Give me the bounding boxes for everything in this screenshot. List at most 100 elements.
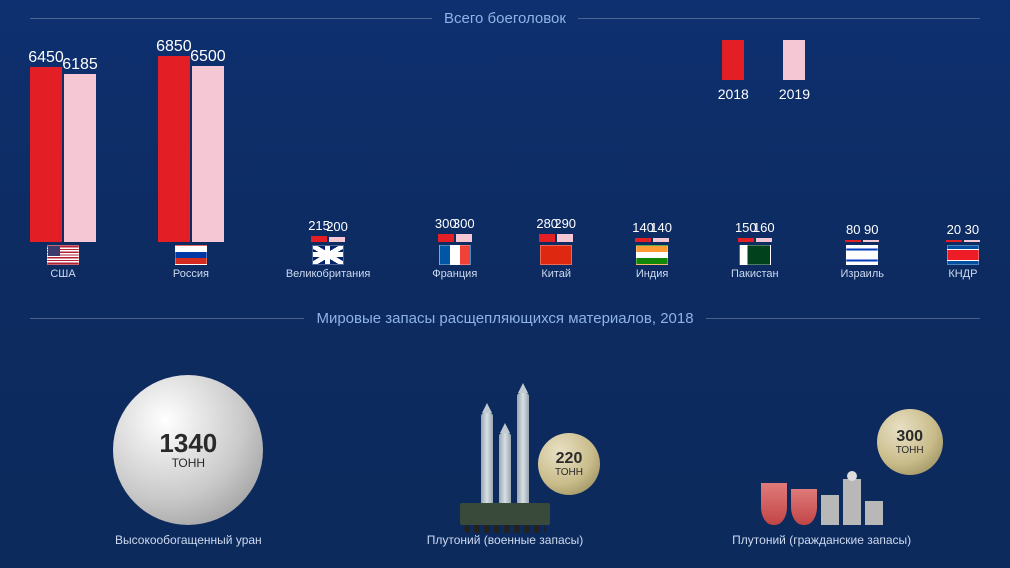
material-label: Высокообогащенный уран (115, 533, 262, 547)
cooling-tower-icon (761, 483, 787, 525)
missile-icon (499, 433, 511, 503)
country-cn: 280290Китай (539, 52, 573, 280)
bar-pair: 300300 (438, 52, 472, 242)
bar-pair: 150160 (738, 52, 772, 242)
plant-icon (761, 479, 883, 525)
bar-pair: 140140 (635, 52, 669, 242)
material-item: 220ТОННПлутоний (военные запасы) (347, 365, 664, 547)
bar-pair: 68506500 (158, 52, 224, 242)
flag-icon (739, 245, 771, 265)
vehicle-icon (460, 503, 550, 525)
bar-pair: 64506185 (30, 52, 96, 242)
country-name: Израиль (841, 268, 884, 280)
bar-pair: 280290 (539, 52, 573, 242)
material-graphic: 1340ТОНН (113, 365, 263, 525)
missile-icon (517, 393, 529, 503)
sphere-icon: 1340ТОНН (113, 375, 263, 525)
warheads-chart: Всего боеголовок 20182019 64506185США685… (0, 0, 1010, 280)
bar-value: 90 (864, 222, 878, 237)
bar-value: 140 (650, 220, 672, 235)
materials-title-row: Мировые запасы расщепляющихся материалов… (30, 310, 980, 327)
rule-right (706, 318, 980, 319)
building-icon (865, 501, 883, 525)
bar-v2018: 20 (946, 240, 962, 242)
bars-row: 64506185США68506500Россия215200Великобри… (30, 50, 980, 280)
bar-v2018: 215 (311, 236, 327, 242)
country-fr: 300300Франция (432, 52, 477, 280)
bar-pair: 8090 (845, 52, 879, 242)
country-pk: 150160 Пакистан (731, 52, 779, 280)
bar-v2018: 280 (539, 234, 555, 242)
country-name: Россия (173, 268, 209, 280)
bar-value: 290 (554, 216, 576, 231)
material-label: Плутоний (гражданские запасы) (732, 533, 911, 547)
bar-v2019: 160 (756, 238, 772, 242)
flag-icon (47, 245, 79, 265)
missiles-icon (481, 393, 529, 503)
bar-v2019: 290 (557, 234, 573, 242)
materials-title: Мировые запасы расщепляющихся материалов… (316, 310, 693, 327)
rule-left (30, 18, 432, 19)
bar-v2019: 90 (863, 240, 879, 242)
material-graphic: 300ТОНН (761, 365, 883, 525)
building-icon (821, 495, 839, 525)
country-usa: 64506185 США (30, 52, 96, 280)
bar-value: 6450 (28, 49, 64, 67)
country-in: 140140Индия (635, 52, 669, 280)
missile-icon (481, 413, 493, 503)
flag-icon (312, 245, 344, 265)
material-value: 220 (556, 451, 583, 467)
country-name: Великобритания (286, 268, 370, 280)
bar-v2018: 80 (845, 240, 861, 242)
rule-left (30, 318, 304, 319)
country-name: Китай (541, 268, 571, 280)
sphere-icon: 220ТОНН (538, 433, 600, 495)
bar-v2018: 6450 (30, 67, 62, 242)
country-il: 8090Израиль (841, 52, 884, 280)
material-graphic: 220ТОНН (460, 365, 550, 525)
flag-icon (846, 245, 878, 265)
country-name: КНДР (948, 268, 977, 280)
bar-v2019: 30 (964, 240, 980, 242)
bar-value: 200 (326, 219, 348, 234)
sphere-icon: 300ТОНН (877, 409, 943, 475)
bar-value: 6850 (156, 38, 192, 56)
bar-value: 6500 (190, 48, 226, 66)
bar-pair: 215200 (311, 52, 345, 242)
bar-v2019: 6185 (64, 74, 96, 242)
bar-v2018: 300 (438, 234, 454, 242)
bar-v2019: 6500 (192, 66, 224, 242)
bar-v2018: 140 (635, 238, 651, 242)
bar-value: 20 (947, 222, 961, 237)
bar-value: 300 (453, 216, 475, 231)
country-name: США (50, 268, 75, 280)
material-unit: ТОНН (896, 445, 924, 456)
country-name: Индия (636, 268, 669, 280)
material-value: 1340 (159, 430, 217, 456)
building-icon (843, 479, 861, 525)
country-name: Франция (432, 268, 477, 280)
bar-pair: 2030 (946, 52, 980, 242)
bar-v2019: 300 (456, 234, 472, 242)
bar-value: 80 (846, 222, 860, 237)
bar-value: 30 (965, 222, 979, 237)
rule-right (578, 18, 980, 19)
country-kp: 2030КНДР (946, 52, 980, 280)
material-item: 300ТОНН Плутоний (гражданские запасы) (663, 365, 980, 547)
country-rus: 68506500 Россия (158, 52, 224, 280)
cooling-tower-icon (791, 489, 817, 525)
material-unit: ТОНН (172, 456, 205, 470)
materials-row: 1340ТОННВысокообогащенный уран220ТОННПлу… (30, 347, 980, 547)
country-uk: 215200Великобритания (286, 52, 370, 280)
flag-icon (175, 245, 207, 265)
flag-icon (636, 245, 668, 265)
chart-title: Всего боеголовок (444, 10, 566, 27)
bar-v2019: 140 (653, 238, 669, 242)
material-item: 1340ТОНН Высокообогащенный уран (30, 365, 347, 547)
material-unit: ТОНН (555, 467, 583, 478)
flag-icon (947, 245, 979, 265)
material-value: 300 (896, 429, 923, 445)
country-name: Пакистан (731, 268, 779, 280)
bar-v2018: 150 (738, 238, 754, 242)
flag-icon (439, 245, 471, 265)
